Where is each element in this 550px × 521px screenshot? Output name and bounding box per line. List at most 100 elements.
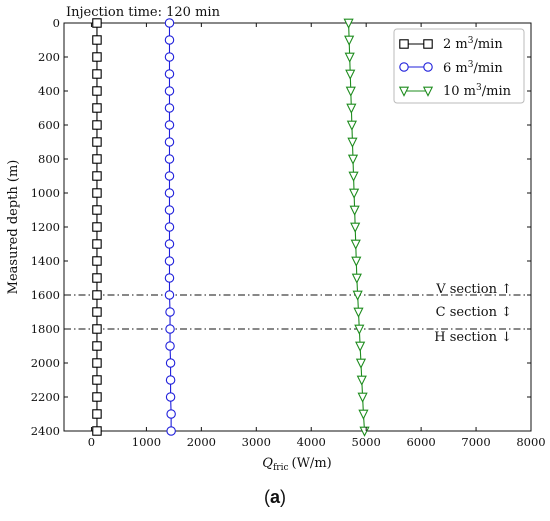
data-point (344, 52, 355, 63)
data-point (165, 324, 175, 334)
x-tick-label: 7000 (461, 435, 490, 449)
legend-label-0-tail: /min (473, 37, 503, 52)
data-point (165, 341, 175, 351)
data-point (164, 239, 175, 249)
y-tick-label: 1600 (31, 288, 60, 302)
data-point (92, 188, 102, 198)
legend-label-0: 2 m3/min (443, 36, 503, 52)
data-point (165, 358, 176, 368)
legend-label-1-tail: /min (473, 61, 503, 76)
data-point (164, 35, 175, 45)
legend-swatch-marker (423, 39, 433, 49)
legend-swatch-1 (399, 62, 433, 72)
legend-swatch-0 (399, 39, 433, 49)
data-point (348, 171, 359, 182)
caption-close: ) (280, 487, 286, 507)
data-point (164, 256, 175, 266)
data-point (92, 256, 102, 266)
chart-title: Injection time: 120 min (66, 5, 221, 20)
data-point (92, 341, 102, 351)
data-point (92, 120, 102, 130)
legend-label-2-sup: 3 (476, 83, 482, 93)
legend-label-1-sup: 3 (468, 60, 474, 70)
data-point (345, 86, 356, 97)
y-tick-label: 400 (38, 84, 60, 98)
series-2 (343, 18, 370, 437)
data-point (92, 324, 102, 334)
legend-swatch-2 (398, 86, 434, 97)
x-tick-label: 2000 (187, 435, 216, 449)
y-tick-label: 1800 (31, 322, 60, 336)
y-tick-label: 2400 (31, 424, 60, 438)
legend-label-1-base: 6 m (443, 61, 468, 76)
y-tick-label: 800 (38, 152, 60, 166)
data-point (165, 392, 176, 402)
data-point (347, 154, 359, 165)
data-point (164, 120, 175, 130)
x-tick-label: 5000 (352, 435, 381, 449)
legend-label-0-sup: 3 (468, 36, 474, 46)
section-lines (64, 294, 531, 330)
data-point (165, 375, 176, 385)
data-point (92, 69, 102, 79)
y-tick-label: 2000 (31, 356, 60, 370)
data-point (350, 222, 361, 233)
legend-swatch-marker (398, 86, 410, 97)
data-point (347, 137, 358, 148)
data-point (355, 358, 367, 369)
data-point (164, 137, 175, 147)
legend-swatch-marker (422, 86, 434, 97)
x-tick-label: 0 (88, 435, 95, 449)
data-point (164, 222, 175, 232)
data-point (92, 86, 102, 96)
data-point (166, 426, 176, 436)
legend-label-2: 10 m3/min (443, 83, 512, 99)
annotation-v-section: V section ↑ (435, 282, 512, 297)
data-point (164, 273, 175, 283)
y-tick-label: 200 (38, 50, 60, 64)
y-tick-label: 1000 (31, 186, 60, 200)
series-0 (92, 18, 102, 436)
annotation-c-section: C section ↕ (436, 305, 512, 320)
data-point (349, 205, 360, 216)
legend-swatch-marker (423, 62, 433, 72)
data-point (92, 426, 102, 436)
x-axis-label-unit: (W/m) (292, 456, 332, 471)
y-tick-label: 600 (38, 118, 60, 132)
x-tick-label: 1000 (132, 435, 161, 449)
y-tick-label: 1400 (31, 254, 60, 268)
data-point (348, 188, 360, 199)
data-point (164, 86, 175, 96)
data-point (353, 307, 364, 318)
x-axis-label-subscript: fric (273, 463, 289, 473)
legend-swatch-marker (399, 39, 409, 49)
data-point (164, 188, 175, 198)
legend: 2 m3/min 6 m3/min 10 m3/min (393, 28, 525, 104)
legend-label-2-tail: /min (482, 84, 512, 99)
data-point (346, 120, 357, 131)
legend-label-2-base: 10 m (443, 84, 476, 99)
data-point (92, 154, 102, 164)
data-point (92, 375, 102, 385)
data-point (351, 256, 362, 267)
data-point (165, 307, 175, 317)
y-tick-label: 0 (53, 16, 60, 30)
caption-letter: a (269, 487, 280, 507)
data-point (164, 154, 175, 164)
data-point (92, 307, 102, 317)
data-point (352, 290, 363, 301)
figure-caption: (a) (0, 487, 550, 508)
data-point (92, 171, 102, 181)
data-point (92, 358, 102, 368)
data-point (164, 52, 175, 62)
series-1 (164, 18, 176, 436)
legend-swatches (398, 39, 434, 97)
data-point (92, 52, 102, 62)
data-point (92, 18, 102, 28)
x-tick-label: 3000 (242, 435, 271, 449)
data-point (346, 103, 357, 114)
caption-open: ( (263, 487, 270, 507)
data-point (92, 205, 102, 215)
data-point (92, 409, 102, 419)
series-layer (92, 18, 370, 437)
